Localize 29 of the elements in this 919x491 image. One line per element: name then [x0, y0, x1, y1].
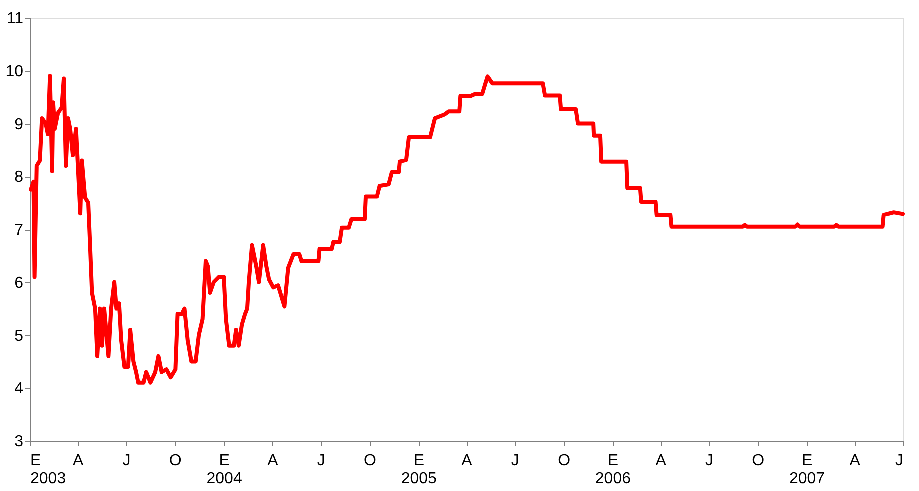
x-tick-label: J [122, 452, 131, 470]
y-tick-label: 4 [14, 380, 24, 398]
x-tick-label: O [364, 452, 376, 470]
x-tick-label: E 2004 [206, 452, 242, 488]
x-tick-label: O [752, 452, 765, 470]
x-tick-label: O [169, 452, 182, 470]
x-tick-label: J [317, 452, 326, 470]
x-tick-label: A [268, 452, 279, 470]
x-tick-label: E 2005 [401, 452, 438, 488]
x-tick-label: E 2007 [789, 452, 826, 488]
x-tick-label: A [462, 452, 473, 470]
y-tick-label: 6 [14, 274, 24, 292]
x-tick-label: A [73, 452, 84, 470]
y-tick-label: 7 [14, 222, 24, 239]
x-tick-label: J [705, 452, 714, 470]
y-tick-label: 11 [6, 10, 24, 28]
y-tick-label: 9 [14, 116, 24, 134]
x-tick-label: J [511, 452, 520, 470]
x-tick-label: A [850, 452, 861, 470]
x-tick-label: E 2003 [30, 452, 66, 488]
x-tick-label: O [558, 452, 571, 470]
y-tick-label: 3 [14, 434, 24, 450]
x-tick-label: J [896, 452, 904, 470]
line-series [29, 74, 905, 385]
y-tick-label: 10 [6, 63, 24, 80]
y-tick-label: 5 [14, 328, 24, 345]
y-tick-label: 8 [14, 169, 24, 186]
x-tick-label: A [656, 452, 667, 470]
x-tick-label: E 2006 [595, 452, 632, 488]
